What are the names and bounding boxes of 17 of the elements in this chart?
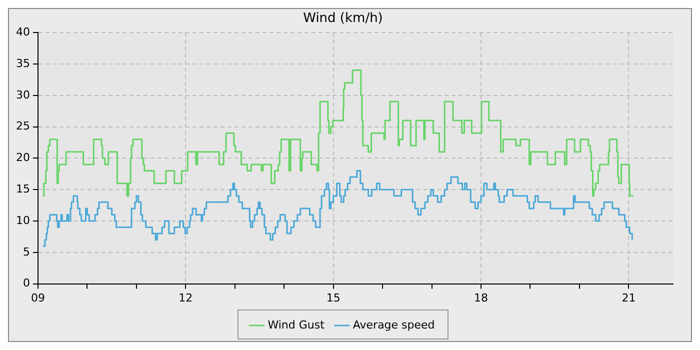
- legend-label: Average speed: [352, 318, 435, 332]
- legend-label: Wind Gust: [268, 318, 326, 332]
- y-tick-label: 0: [22, 276, 30, 290]
- x-tick-label: 18: [474, 291, 488, 304]
- chart-title: Wind (km/h): [303, 11, 383, 26]
- x-tick-label: 15: [326, 291, 340, 304]
- y-tick-label: 15: [16, 182, 30, 196]
- y-tick-label: 20: [16, 151, 30, 164]
- y-tick-label: 40: [16, 25, 30, 38]
- y-tick-label: 5: [22, 245, 30, 258]
- y-tick-label: 30: [16, 88, 30, 102]
- x-tick-label: 21: [622, 291, 636, 304]
- y-tick-label: 25: [16, 120, 30, 133]
- y-tick-label: 10: [16, 214, 30, 227]
- x-tick-label: 09: [30, 291, 45, 304]
- y-tick-label: 35: [16, 56, 30, 70]
- x-tick-label: 12: [178, 291, 193, 304]
